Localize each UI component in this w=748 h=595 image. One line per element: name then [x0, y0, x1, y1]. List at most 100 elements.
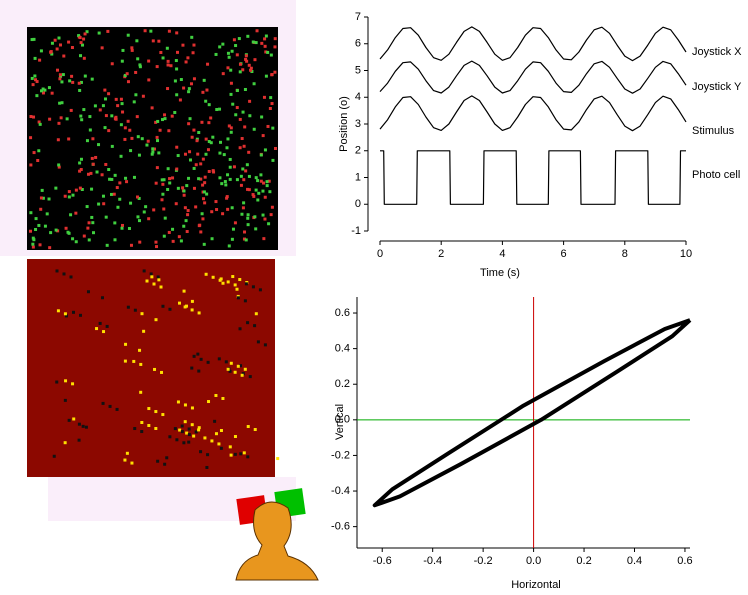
- dot: [106, 29, 110, 33]
- dot: [251, 193, 255, 197]
- dot: [161, 182, 165, 186]
- dot: [203, 175, 207, 179]
- dot: [78, 169, 82, 173]
- dot: [240, 212, 244, 216]
- dot: [123, 458, 127, 462]
- dot: [241, 372, 245, 376]
- dot: [243, 299, 247, 303]
- dot: [105, 243, 109, 247]
- y-tick-label: 7: [355, 11, 361, 23]
- dot: [226, 66, 230, 70]
- dot: [121, 110, 125, 114]
- dot: [174, 59, 178, 63]
- dot: [182, 441, 186, 445]
- x-tick-label: -0.4: [423, 555, 442, 567]
- dot: [183, 420, 187, 424]
- dot: [90, 215, 94, 219]
- dot: [203, 201, 207, 205]
- dot: [246, 321, 250, 325]
- dot: [91, 162, 95, 166]
- dot: [135, 115, 139, 119]
- dot: [182, 189, 186, 193]
- dot: [217, 357, 221, 361]
- dot: [180, 430, 184, 434]
- dot: [69, 213, 73, 217]
- dot: [233, 370, 237, 374]
- dot: [203, 436, 207, 440]
- dot: [154, 120, 158, 124]
- dot: [147, 59, 151, 63]
- dot: [204, 152, 208, 156]
- dot: [175, 167, 179, 171]
- dot: [108, 404, 112, 408]
- dot: [179, 78, 183, 82]
- dot: [206, 148, 210, 152]
- x-tick-label: 2: [438, 248, 444, 260]
- dot: [229, 453, 233, 457]
- dot: [226, 51, 230, 55]
- dot: [257, 191, 261, 195]
- dot: [39, 207, 43, 211]
- dot: [260, 115, 264, 119]
- dot: [65, 117, 69, 121]
- dot: [231, 275, 235, 279]
- dot: [234, 44, 238, 48]
- dot: [206, 360, 210, 364]
- dot: [38, 122, 42, 126]
- x-tick-label: -0.2: [474, 555, 493, 567]
- dot: [205, 88, 209, 92]
- dot: [225, 195, 229, 199]
- dot: [253, 215, 257, 219]
- dot: [263, 148, 267, 152]
- dot: [190, 366, 194, 370]
- dot: [112, 192, 116, 196]
- dot: [268, 106, 272, 110]
- x-tick-label: 6: [561, 248, 567, 260]
- dot: [254, 227, 258, 231]
- dot: [187, 122, 191, 126]
- dot: [188, 150, 192, 154]
- dot: [192, 434, 196, 438]
- dot: [243, 125, 247, 129]
- dot: [88, 128, 92, 132]
- dot: [161, 304, 165, 308]
- dot: [110, 62, 114, 66]
- dot: [38, 58, 42, 62]
- dot: [71, 237, 75, 241]
- dot: [77, 34, 81, 38]
- dot: [267, 179, 271, 183]
- series-label: Joystick Y: [692, 81, 742, 93]
- dot: [253, 428, 257, 432]
- dot: [118, 181, 122, 185]
- dot: [258, 288, 262, 292]
- dot: [138, 348, 142, 352]
- dot: [78, 161, 82, 165]
- dot: [90, 156, 94, 160]
- dot: [78, 88, 82, 92]
- dot: [192, 354, 196, 358]
- series-line: [372, 318, 692, 508]
- dot: [74, 188, 78, 192]
- dot: [37, 120, 41, 124]
- dot: [262, 95, 266, 99]
- dot: [241, 206, 245, 210]
- dot: [36, 158, 40, 162]
- dot: [256, 340, 260, 344]
- dot: [67, 418, 71, 422]
- dot: [130, 46, 134, 50]
- dot: [118, 197, 122, 201]
- dot: [218, 176, 222, 180]
- dot: [183, 206, 187, 210]
- x-tick-label: 4: [499, 248, 505, 260]
- dot: [91, 137, 95, 141]
- dot: [98, 321, 102, 325]
- dot: [32, 115, 36, 119]
- dot: [58, 77, 62, 81]
- dot: [50, 52, 54, 56]
- dot: [69, 108, 73, 112]
- series-label: Photo cell: [692, 169, 740, 181]
- dot: [175, 50, 179, 54]
- dot: [239, 174, 243, 178]
- dot: [55, 269, 59, 273]
- dot: [121, 48, 125, 52]
